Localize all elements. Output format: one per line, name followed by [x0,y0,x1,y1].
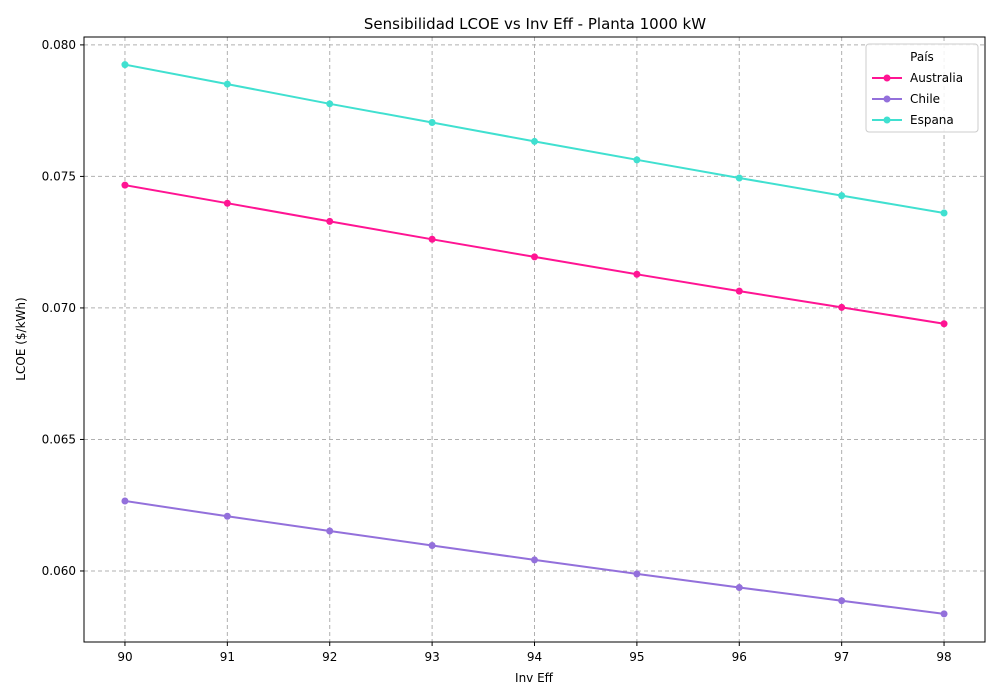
legend-box [865,43,979,133]
data-point-australia [326,217,334,225]
legend-label-espana: Espana [910,113,954,127]
data-point-chile [121,497,129,505]
data-point-espana [633,156,641,164]
x-tick-label: 94 [527,650,542,664]
data-point-espana [121,61,129,69]
data-point-australia [940,320,948,328]
x-tick-label: 93 [424,650,439,664]
x-tick-label: 95 [629,650,644,664]
data-point-chile [531,556,538,564]
data-point-espana [326,100,334,108]
y-tick-label: 0.080 [42,38,76,52]
data-point-espana [428,118,436,126]
legend-title: País [910,50,934,64]
data-point-espana [223,80,231,88]
x-tick-label: 92 [322,650,337,664]
chart-title: Sensibilidad LCOE vs Inv Eff - Planta 10… [364,15,706,33]
legend: País Australia Chile Espana [865,43,979,133]
grid [84,37,985,642]
data-point-chile [428,541,436,549]
y-tick-label: 0.060 [42,564,76,578]
x-tick-label: 96 [732,650,747,664]
data-point-australia [531,253,538,261]
x-tick-label: 91 [220,650,235,664]
x-axis-ticks: 90 91 92 93 94 95 96 97 98 [117,642,952,664]
legend-marker-espana [883,116,891,124]
data-point-chile [838,597,846,605]
data-point-chile [633,570,641,578]
x-axis-label: Inv Eff [515,671,554,685]
x-tick-label: 97 [834,650,849,664]
legend-label-chile: Chile [910,92,940,106]
data-point-australia [633,270,641,278]
data-point-chile [940,610,948,618]
data-point-australia [121,181,129,189]
y-tick-label: 0.075 [42,169,76,183]
legend-marker-chile [883,95,891,103]
y-tick-label: 0.065 [42,432,76,446]
data-point-chile [326,527,334,535]
data-point-australia [735,287,743,295]
x-tick-label: 90 [117,650,132,664]
data-point-australia [838,303,846,311]
data-point-espana [735,174,743,182]
x-tick-label: 98 [936,650,951,664]
legend-marker-australia [883,74,891,82]
data-point-chile [735,584,743,592]
y-axis-ticks: 0.060 0.065 0.070 0.075 0.080 [42,38,84,578]
legend-label-australia: Australia [910,71,963,85]
data-point-chile [223,512,231,520]
data-point-espana [531,137,538,145]
y-tick-label: 0.070 [42,301,76,315]
y-axis-label: LCOE ($/kWh) [14,297,28,380]
data-point-espana [838,192,846,200]
series-points [121,61,948,618]
data-point-australia [428,235,436,243]
data-point-espana [940,209,948,217]
data-point-australia [223,199,231,207]
